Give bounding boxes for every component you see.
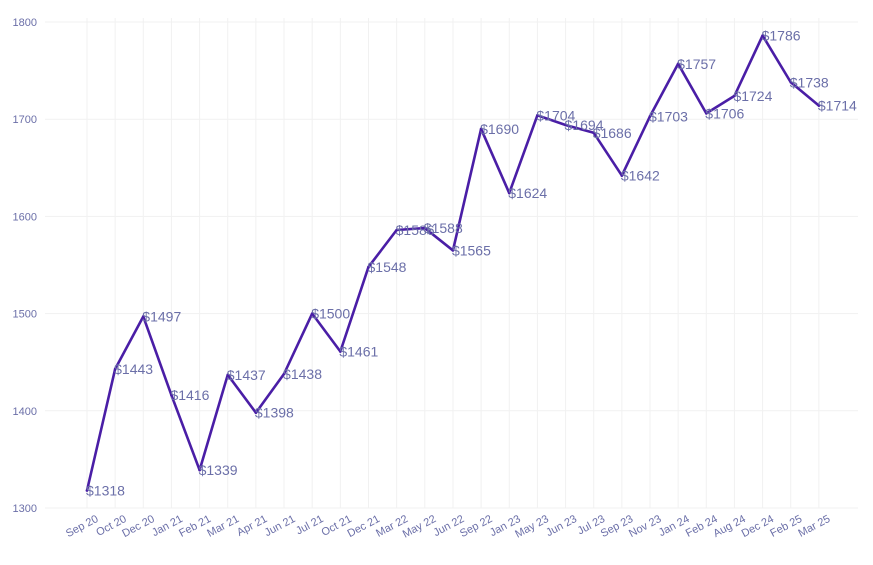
x-tick-label: Sep 20 [64, 513, 100, 540]
data-label: $1714 [818, 98, 857, 114]
data-point [479, 127, 483, 131]
data-point [367, 265, 370, 269]
x-tick-label: Jun 23 [544, 513, 579, 539]
data-point [423, 226, 427, 230]
x-tick-label: Nov 23 [627, 513, 663, 540]
data-label: $1738 [790, 74, 829, 90]
data-point [507, 191, 511, 195]
y-tick-label: 1300 [13, 503, 37, 515]
data-label: $1438 [283, 366, 322, 382]
y-tick-label: 1800 [13, 17, 37, 29]
data-point [676, 62, 680, 66]
data-label: $1703 [649, 108, 688, 124]
data-point [451, 249, 455, 252]
data-label: $1416 [170, 387, 209, 403]
x-tick-label: Mar 21 [205, 513, 241, 540]
data-point [620, 174, 624, 177]
x-tick-label: Feb 25 [768, 513, 804, 540]
y-tick-label: 1700 [13, 114, 37, 126]
data-label: $1339 [199, 462, 238, 478]
data-label: $1461 [339, 344, 378, 360]
x-tick-label: Dec 21 [345, 513, 381, 540]
data-label: $1443 [114, 361, 153, 377]
data-label: $1757 [677, 56, 716, 72]
data-point [648, 114, 652, 118]
y-axis-ticks: 1300 1400 1500 1600 1700 1800 [13, 17, 37, 515]
data-label: $1786 [762, 28, 801, 44]
data-label: $1624 [508, 185, 547, 201]
data-label: $1724 [733, 88, 772, 104]
y-tick-label: 1400 [13, 406, 37, 418]
data-point [85, 489, 89, 492]
data-label: $1497 [142, 309, 181, 325]
data-point [198, 468, 201, 472]
data-label: $1586 [396, 222, 435, 238]
data-point [536, 114, 539, 117]
data-point [142, 315, 145, 318]
data-label: $1694 [565, 117, 604, 133]
data-point [395, 228, 398, 232]
data-label: $1642 [621, 168, 660, 184]
x-tick-label: Sep 22 [458, 513, 494, 540]
data-point [733, 94, 736, 98]
x-tick-label: Jun 21 [263, 513, 298, 539]
data-point [789, 80, 793, 84]
data-label: $1704 [536, 107, 575, 123]
data-label: $1686 [593, 125, 632, 141]
data-label: $1588 [424, 220, 463, 236]
y-tick-label: 1500 [13, 309, 37, 321]
data-point [592, 131, 595, 135]
data-point [226, 373, 230, 377]
data-label: $1690 [480, 121, 519, 137]
data-label: $1437 [227, 367, 266, 383]
data-label: $1500 [311, 306, 350, 322]
data-point [761, 34, 764, 37]
data-label: $1398 [255, 405, 294, 421]
data-label: $1565 [452, 242, 491, 258]
data-label-layer: $1318 $1443 $1497 $1416 $1339 $1437 $1398 $1438… [86, 28, 857, 499]
data-point [564, 123, 567, 127]
data-label: $1706 [705, 105, 744, 121]
x-tick-label: Jul 21 [294, 513, 326, 537]
x-tick-label: Feb 21 [177, 513, 213, 540]
data-point [113, 367, 117, 371]
data-point [170, 393, 173, 397]
series-line-layer [85, 34, 821, 492]
x-tick-label: Dec 24 [740, 513, 776, 540]
data-point [339, 350, 342, 353]
data-point [817, 104, 821, 107]
x-tick-label: Dec 20 [120, 513, 156, 540]
data-point [282, 372, 286, 376]
data-point [705, 112, 708, 115]
grid-layer [45, 18, 858, 509]
data-point [310, 312, 314, 315]
y-tick-label: 1600 [13, 211, 37, 223]
data-label: $1318 [86, 483, 125, 499]
x-tick-label: Apr 21 [235, 513, 269, 539]
data-label: $1548 [368, 259, 407, 275]
data-point [254, 411, 258, 415]
x-tick-label: Mar 25 [796, 513, 832, 540]
